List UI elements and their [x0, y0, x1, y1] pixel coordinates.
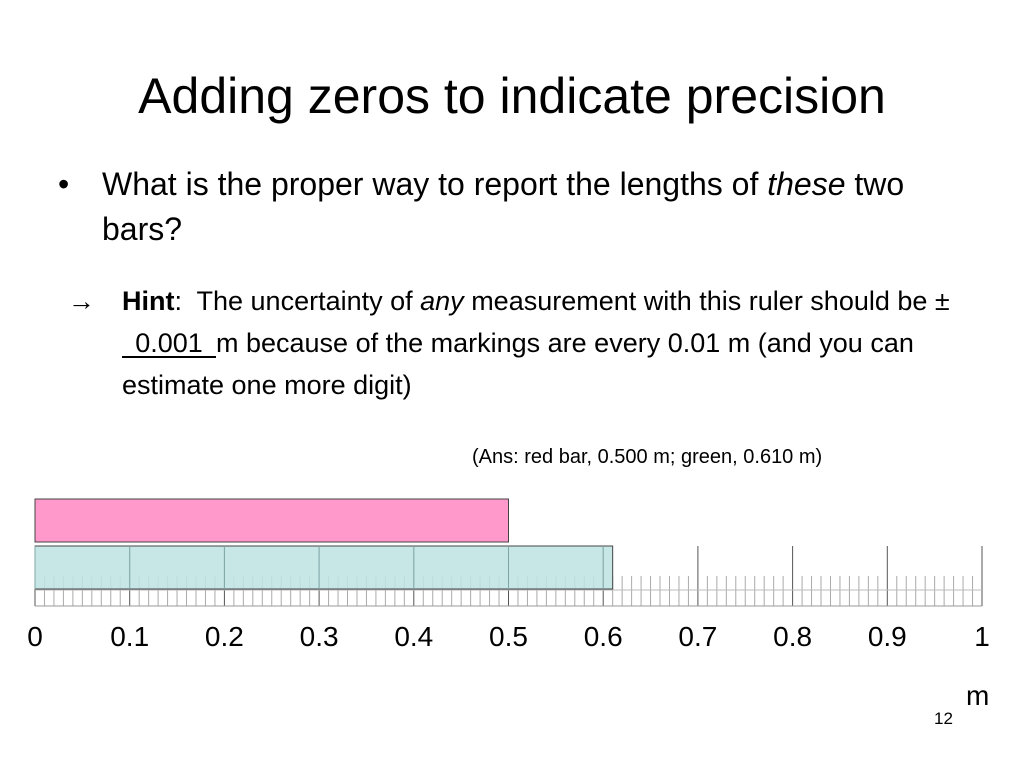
- question-text-start: What is the proper way to report the len…: [102, 166, 768, 202]
- ruler-tick-label: 0.9: [867, 621, 907, 652]
- hint-label: Hint: [122, 286, 175, 316]
- right-arrow-icon: →: [68, 286, 95, 316]
- ruler-axis-labels: 0 0.1 0.2 0.3 0.4 0.5 0.6 0.7 0.8 0.9 1: [0, 617, 1024, 667]
- ruler-tick-label: 0.8: [773, 621, 813, 652]
- ruler-tick-label: 1: [974, 621, 990, 652]
- red-bar: [34, 498, 509, 543]
- hint-emphasis: any: [420, 286, 464, 316]
- hint-blank-answer: 0.001: [122, 330, 216, 358]
- ruler-tick-label: 0.2: [204, 621, 244, 652]
- hint-text-part3: m because of the markings are every 0.01…: [122, 328, 914, 400]
- ruler-tick-label: 0.4: [394, 621, 434, 652]
- question-bullet: • What is the proper way to report the l…: [58, 162, 958, 252]
- question-text-end: two bars?: [102, 166, 905, 247]
- page-number: 12: [934, 709, 953, 728]
- answer-note: (Ans: red bar, 0.500 m; green, 0.610 m): [472, 446, 823, 468]
- axis-unit-label: m: [966, 680, 990, 711]
- slide-title: Adding zeros to indicate precision: [138, 68, 886, 124]
- hint-text-part1: The uncertainty of: [182, 286, 421, 316]
- ruler-tick-label: 0.1: [110, 621, 150, 652]
- hint-text: Hint: The uncertainty of any measurement…: [122, 280, 988, 406]
- ruler-tick-label: 0.3: [299, 621, 339, 652]
- plus-minus-symbol: ±: [934, 286, 950, 316]
- ruler-tick-label: 0.5: [489, 621, 528, 652]
- hint-block: → Hint: The uncertainty of any measureme…: [68, 280, 988, 406]
- ruler-tick-label: 0.6: [583, 621, 623, 652]
- hint-text-part2: measurement with this ruler should be: [463, 286, 935, 316]
- question-text: What is the proper way to report the len…: [102, 162, 958, 252]
- ruler-chart: [34, 498, 983, 607]
- question-emphasis: these: [767, 166, 846, 202]
- hint-colon: :: [174, 286, 182, 316]
- green-bar: [34, 545, 614, 590]
- ruler-tick-label: 0.7: [678, 621, 718, 652]
- bullet-marker: •: [58, 166, 70, 202]
- ruler-tick-label: 0: [27, 621, 43, 652]
